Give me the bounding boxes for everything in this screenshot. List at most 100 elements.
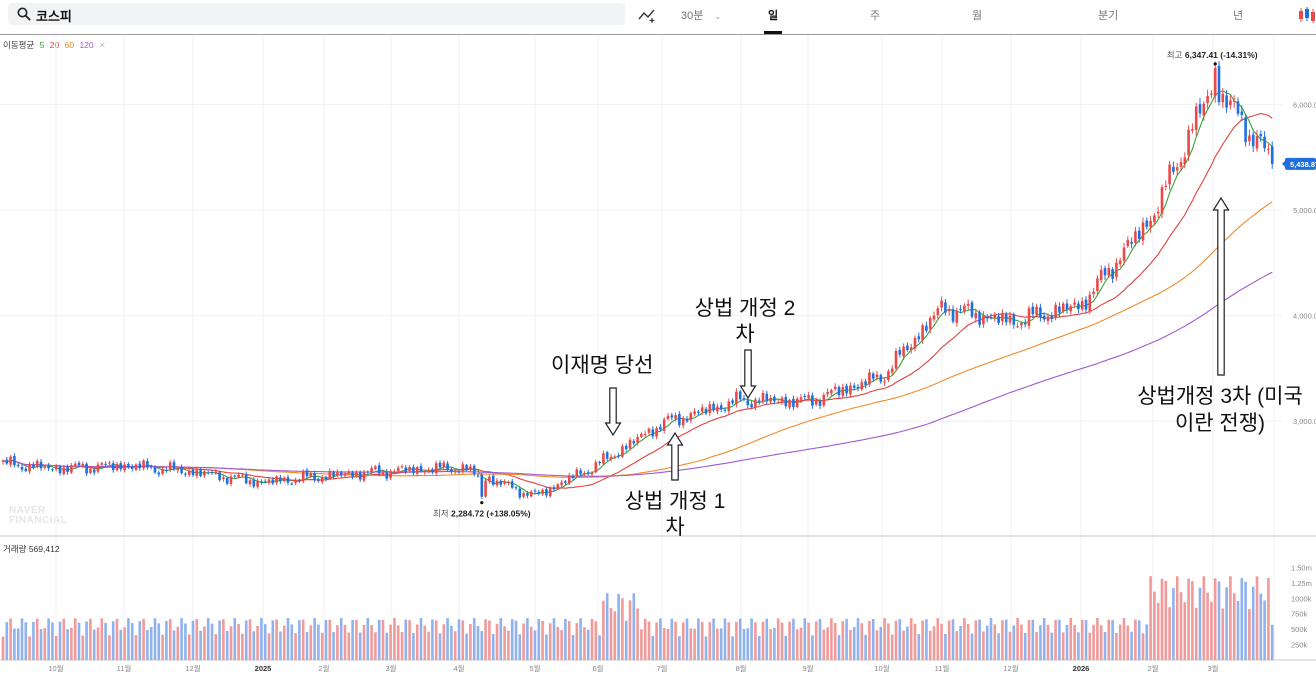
candle-body bbox=[20, 466, 24, 470]
candle-body bbox=[446, 463, 449, 471]
volume-bar bbox=[510, 619, 514, 660]
candle-body bbox=[868, 372, 871, 385]
volume-bar bbox=[579, 618, 582, 660]
volume-bar bbox=[662, 628, 666, 660]
volume-bar bbox=[134, 634, 138, 660]
volume-bar bbox=[727, 622, 731, 660]
volume-bar bbox=[427, 631, 430, 660]
volume-bar bbox=[423, 625, 427, 660]
volume-bar bbox=[830, 618, 833, 660]
volume-bar bbox=[833, 623, 837, 660]
candle-body bbox=[852, 385, 856, 388]
candle-body bbox=[518, 488, 522, 498]
tab-30min-label: 30분 bbox=[681, 10, 704, 22]
volume-bar bbox=[1077, 632, 1080, 660]
volume-bar bbox=[1080, 619, 1084, 660]
tab-quarter[interactable]: 분기 bbox=[1098, 10, 1119, 22]
volume-bar bbox=[1263, 600, 1266, 660]
volume-bar bbox=[917, 634, 921, 660]
candle-body bbox=[427, 470, 430, 472]
tab-day[interactable]: 일 bbox=[768, 10, 779, 22]
candle-body bbox=[267, 479, 271, 483]
search-input[interactable]: 코스피 bbox=[36, 9, 72, 24]
volume-bar bbox=[909, 618, 913, 660]
volume-bar bbox=[738, 618, 742, 660]
candle-body bbox=[628, 439, 632, 449]
candle-body bbox=[153, 467, 157, 473]
candle-body bbox=[1134, 231, 1137, 243]
candle-body bbox=[795, 398, 799, 408]
volume-bar bbox=[51, 622, 54, 660]
volume-bar bbox=[921, 620, 924, 660]
volume-bar bbox=[773, 627, 776, 660]
candle-body bbox=[96, 464, 100, 472]
candle-body bbox=[963, 305, 966, 312]
volume-bar bbox=[1035, 632, 1038, 660]
candle-body bbox=[1236, 101, 1240, 114]
candle-body bbox=[1061, 303, 1065, 312]
candle-body bbox=[225, 477, 229, 484]
volume-bar bbox=[1236, 601, 1240, 660]
volume-bar bbox=[1149, 576, 1152, 660]
tab-month[interactable]: 월 bbox=[972, 10, 983, 22]
tab-30min[interactable]: 30분 ⌄ bbox=[681, 7, 721, 23]
volume-bar bbox=[320, 632, 324, 660]
candle-body bbox=[1118, 260, 1122, 265]
candle-body bbox=[377, 465, 381, 474]
x-axis-label: 12월 bbox=[1003, 663, 1018, 673]
candle-body bbox=[275, 476, 278, 483]
tab-year[interactable]: 년 bbox=[1233, 10, 1244, 22]
candle-body bbox=[799, 397, 803, 400]
candle-body bbox=[279, 477, 282, 482]
candle-body bbox=[609, 456, 613, 460]
candle-body bbox=[951, 309, 955, 322]
volume-bar bbox=[978, 619, 981, 660]
candle-body bbox=[123, 464, 126, 471]
candle-body bbox=[195, 469, 199, 476]
candle-body bbox=[537, 492, 541, 494]
candle-body bbox=[58, 466, 62, 474]
candle-body bbox=[716, 406, 719, 412]
volume-bar bbox=[735, 621, 738, 660]
search-box[interactable]: 코스피 bbox=[8, 3, 625, 25]
tab-week[interactable]: 주 bbox=[870, 10, 881, 22]
candle-body bbox=[974, 312, 978, 319]
candlestick-type-icon[interactable] bbox=[1297, 6, 1316, 24]
volume-bar bbox=[161, 634, 164, 660]
candle-body bbox=[229, 476, 233, 484]
volume-bar bbox=[564, 618, 567, 660]
candle-body bbox=[62, 467, 66, 475]
candle-body bbox=[111, 463, 115, 471]
candle-body bbox=[769, 398, 772, 402]
volume-bar bbox=[590, 618, 594, 660]
candle-body bbox=[119, 463, 123, 470]
candle-body bbox=[1073, 302, 1076, 305]
candle-body bbox=[993, 315, 997, 318]
volume-bar bbox=[377, 619, 381, 660]
volume-bar bbox=[332, 632, 335, 660]
candle-body bbox=[632, 441, 636, 444]
chart-draw-tool-icon[interactable] bbox=[638, 6, 658, 24]
ma-20: 20 bbox=[49, 40, 60, 50]
volume-bar bbox=[488, 620, 491, 660]
ma-legend-close-icon[interactable]: ✕ bbox=[99, 41, 106, 50]
volume-bar bbox=[301, 619, 305, 660]
candle-body bbox=[548, 487, 552, 497]
candle-body bbox=[1213, 67, 1217, 97]
volume-bar bbox=[370, 625, 373, 660]
candle-body bbox=[77, 462, 81, 466]
volume-bar bbox=[864, 634, 867, 660]
candle-body bbox=[898, 350, 902, 355]
candle-body bbox=[408, 466, 411, 471]
candle-body bbox=[704, 408, 708, 414]
volume-bar bbox=[852, 627, 856, 660]
candle-body bbox=[1198, 104, 1202, 114]
candle-body bbox=[1103, 268, 1107, 276]
candle-body bbox=[1012, 314, 1016, 325]
candle-body bbox=[617, 455, 620, 457]
candle-body bbox=[1137, 230, 1141, 239]
candle-body bbox=[149, 466, 153, 468]
candle-body bbox=[833, 386, 837, 390]
volume-bar bbox=[651, 635, 655, 660]
